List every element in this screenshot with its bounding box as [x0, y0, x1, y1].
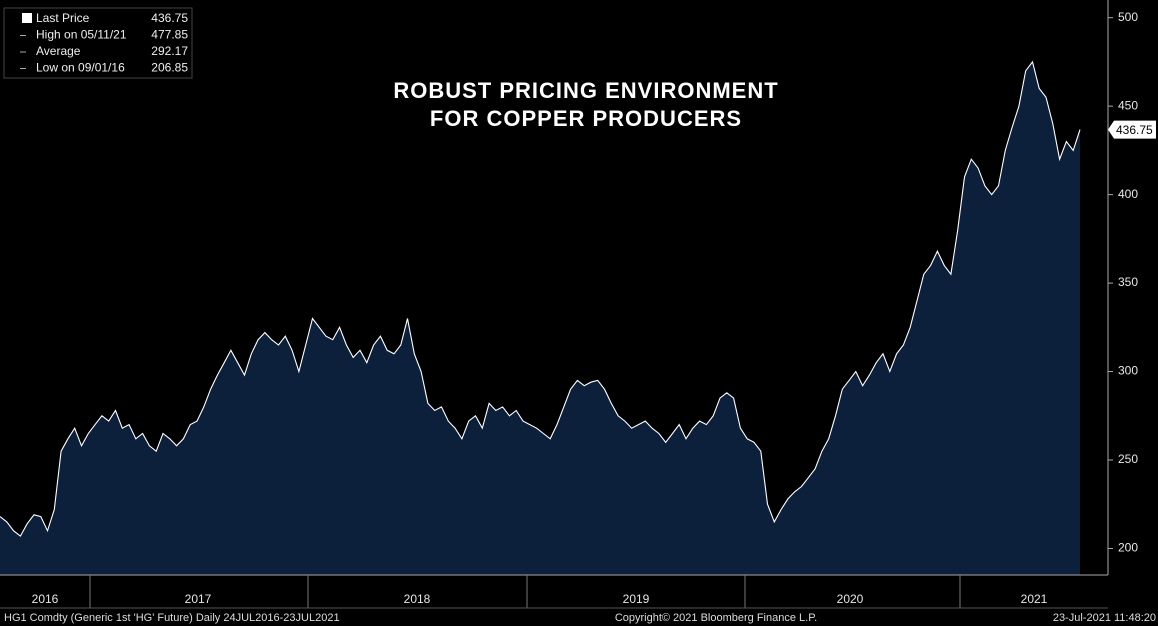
legend-value: 436.75 [151, 11, 188, 25]
chart-title: ROBUST PRICING ENVIRONMENT [393, 78, 778, 103]
x-tick-label: 2019 [623, 592, 650, 606]
y-tick-label: 300 [1118, 364, 1138, 378]
legend-label: Last Price [36, 11, 90, 25]
y-tick-label: 500 [1118, 10, 1138, 24]
x-tick-label: 2021 [1021, 592, 1048, 606]
legend-box [3, 7, 193, 79]
legend-value: 477.85 [151, 28, 188, 42]
y-tick-label: 350 [1118, 275, 1138, 289]
last-price-tag [1108, 120, 1156, 139]
footer-right: 23-Jul-2021 11:48:20 [1053, 612, 1156, 624]
plot-layer: 200 250 300 350 400 450 500 2016 2017 2018 2019 202… [0, 0, 1156, 609]
y-tick-label: 200 [1118, 541, 1138, 555]
legend-value: 206.85 [151, 61, 188, 75]
x-tick-label: 2016 [32, 592, 59, 606]
legend-label: High on 05/11/21 [36, 28, 127, 42]
x-tick-label: 2018 [404, 592, 431, 606]
y-tick-label: 400 [1118, 187, 1138, 201]
x-tick-label: 2017 [185, 592, 212, 606]
y-tick-label: 450 [1118, 98, 1138, 112]
legend-swatch [22, 13, 32, 23]
y-tick-label: 250 [1118, 452, 1138, 466]
footer-center: Copyright© 2021 Bloomberg Finance L.P. [615, 612, 817, 624]
footer-left: HG1 Comdty (Generic 1st 'HG' Future) Dai… [4, 612, 340, 624]
x-tick-label: 2020 [837, 592, 864, 606]
legend-value: 292.17 [151, 44, 188, 58]
chart-title: FOR COPPER PRODUCERS [430, 106, 742, 131]
area [0, 61, 1080, 575]
legend-label: Low on 09/01/16 [36, 61, 125, 75]
last-price-label: 436.75 [1116, 123, 1153, 137]
legend-label: Average [36, 44, 81, 58]
price-line [0, 60, 1081, 537]
